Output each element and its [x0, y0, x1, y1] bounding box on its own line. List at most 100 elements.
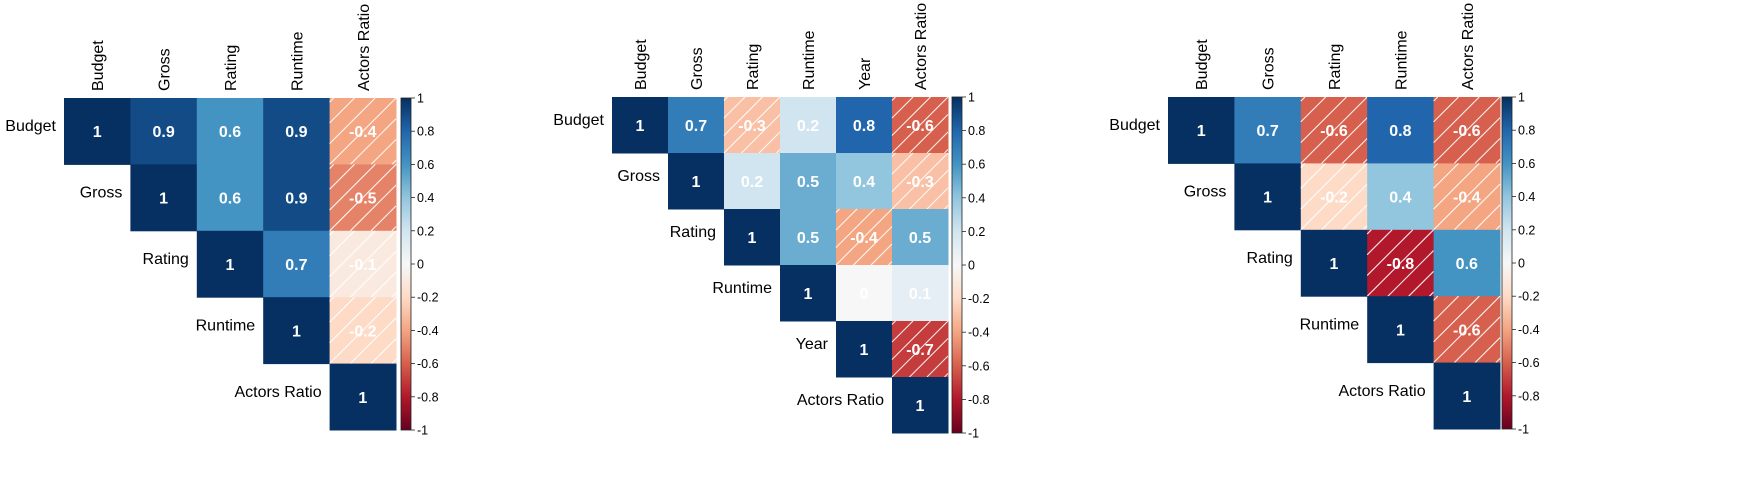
cell-value-label: 0.5 [909, 230, 931, 247]
hatch-line [1433, 163, 1459, 189]
cell-fill [892, 377, 949, 434]
column-label-gross: Gross [1261, 47, 1278, 90]
column-label-runtime: Runtime [801, 30, 818, 90]
hatch-line [835, 208, 858, 231]
hatch-line [1366, 229, 1434, 297]
heatmap-cell: -0.6 [1433, 96, 1501, 164]
hatch-line [1300, 96, 1327, 123]
cell-fill [892, 209, 949, 266]
heatmap-cell: -0.1 [329, 230, 397, 298]
colorbar-tick-label: 0.2 [417, 224, 434, 238]
hatch-line [370, 271, 397, 298]
cell-value-label: -0.4 [349, 124, 377, 141]
hatch-line [1321, 183, 1368, 231]
hatch-line [329, 97, 355, 124]
row-label-runtime: Runtime [712, 280, 772, 297]
heatmap-cell: -0.6 [1300, 96, 1368, 164]
cell-value-label: 1 [636, 118, 645, 135]
hatch-line [891, 320, 914, 343]
cell-hatch [329, 164, 397, 232]
hatch-line [1453, 316, 1501, 363]
cell-hatch [891, 152, 949, 210]
heatmap-cell: 0.1 [892, 265, 949, 322]
cell-hatch [1300, 96, 1368, 164]
cell-value-label: 1 [93, 124, 102, 141]
cell-value-label: 0.2 [741, 174, 763, 191]
hatch-line [391, 159, 397, 165]
cell-value-label: 0.9 [285, 124, 307, 141]
hatch-line [944, 373, 949, 378]
row-label-rating: Rating [1247, 250, 1293, 267]
colorbar-tick-label: 1 [968, 91, 975, 105]
hatch-line [1300, 163, 1347, 210]
colorbar-tick-label: 0.6 [968, 158, 985, 172]
heatmap-cell: 0 [836, 265, 893, 322]
hatch-line [891, 96, 931, 136]
heatmap-cell: -0.6 [891, 96, 949, 154]
cell-value-label: 0.7 [285, 257, 307, 274]
hatch-line [329, 164, 355, 190]
cell-value-label: 0.1 [909, 286, 931, 303]
hatch-line [891, 152, 949, 210]
hatch-line [1408, 270, 1434, 297]
heatmap-cell: -0.2 [1300, 163, 1368, 231]
row-label-gross: Gross [1184, 184, 1227, 201]
cell-value-label: 1 [1396, 322, 1405, 339]
heatmap-cell: -0.5 [329, 164, 397, 232]
hatch-line [1362, 158, 1368, 164]
hatch-line [891, 96, 914, 119]
heatmap-cell: 0.4 [836, 153, 893, 210]
hatch-line [723, 96, 746, 119]
cell-fill [1367, 296, 1435, 364]
cell-value-label: 0.5 [797, 174, 819, 191]
column-label-budget: Budget [633, 39, 650, 90]
column-label-rating: Rating [1327, 44, 1344, 90]
cell-fill [836, 321, 893, 378]
cell-fill [780, 97, 837, 154]
colorbar-tick-label: -0.8 [968, 393, 990, 407]
hatch-line [329, 97, 335, 103]
hatch-line [926, 187, 949, 210]
hatch-line [1453, 117, 1501, 164]
colorbar-tick-label: -0.8 [417, 390, 439, 404]
cell-value-label: 1 [748, 230, 757, 247]
row-label-actors-ratio: Actors Ratio [234, 384, 321, 401]
heatmap-cell: 0.2 [780, 97, 837, 154]
colorbar-tick-label: -1 [1518, 423, 1529, 437]
heatmap-cell: 0.5 [780, 209, 837, 266]
cell-value-label: 1 [916, 398, 925, 415]
hatch-line [370, 139, 397, 165]
column-label-runtime: Runtime [289, 31, 306, 91]
column-label-rating: Rating [745, 44, 762, 90]
hatch-line [944, 149, 949, 154]
heatmap-cell: -0.7 [891, 320, 949, 378]
heatmap-cell: 0.2 [724, 153, 781, 210]
cell-value-label: 1 [358, 390, 367, 407]
heatmap-cell: 1 [668, 153, 725, 210]
hatch-line [349, 317, 397, 364]
hatch-line [1300, 163, 1306, 168]
cell-value-label: 1 [1462, 389, 1471, 406]
hatch-line [891, 96, 949, 154]
cell-value-label: 1 [1263, 190, 1272, 207]
cell-value-label: -0.3 [906, 174, 934, 191]
hatch-line [1433, 96, 1501, 164]
hatch-line [329, 296, 355, 323]
cell-hatch [329, 296, 397, 364]
cell-value-label: 0 [860, 286, 869, 303]
colorbar-tick-label: 1 [1518, 91, 1525, 105]
colorbar-scale [951, 96, 963, 434]
row-label-actors-ratio: Actors Ratio [797, 392, 884, 409]
cell-value-label: 0.6 [219, 191, 241, 208]
column-label-gross: Gross [157, 48, 174, 91]
heatmap-cell: 1 [612, 97, 669, 154]
cell-fill [724, 153, 781, 210]
cell-fill [196, 230, 264, 298]
hatch-line [835, 208, 840, 213]
cell-fill [263, 98, 331, 165]
cell-fill [130, 164, 198, 232]
cell-value-label: 0.9 [285, 191, 307, 208]
cell-value-label: 0.2 [797, 118, 819, 135]
heatmap-cell: -0.3 [891, 152, 949, 210]
hatch-line [1433, 96, 1459, 123]
